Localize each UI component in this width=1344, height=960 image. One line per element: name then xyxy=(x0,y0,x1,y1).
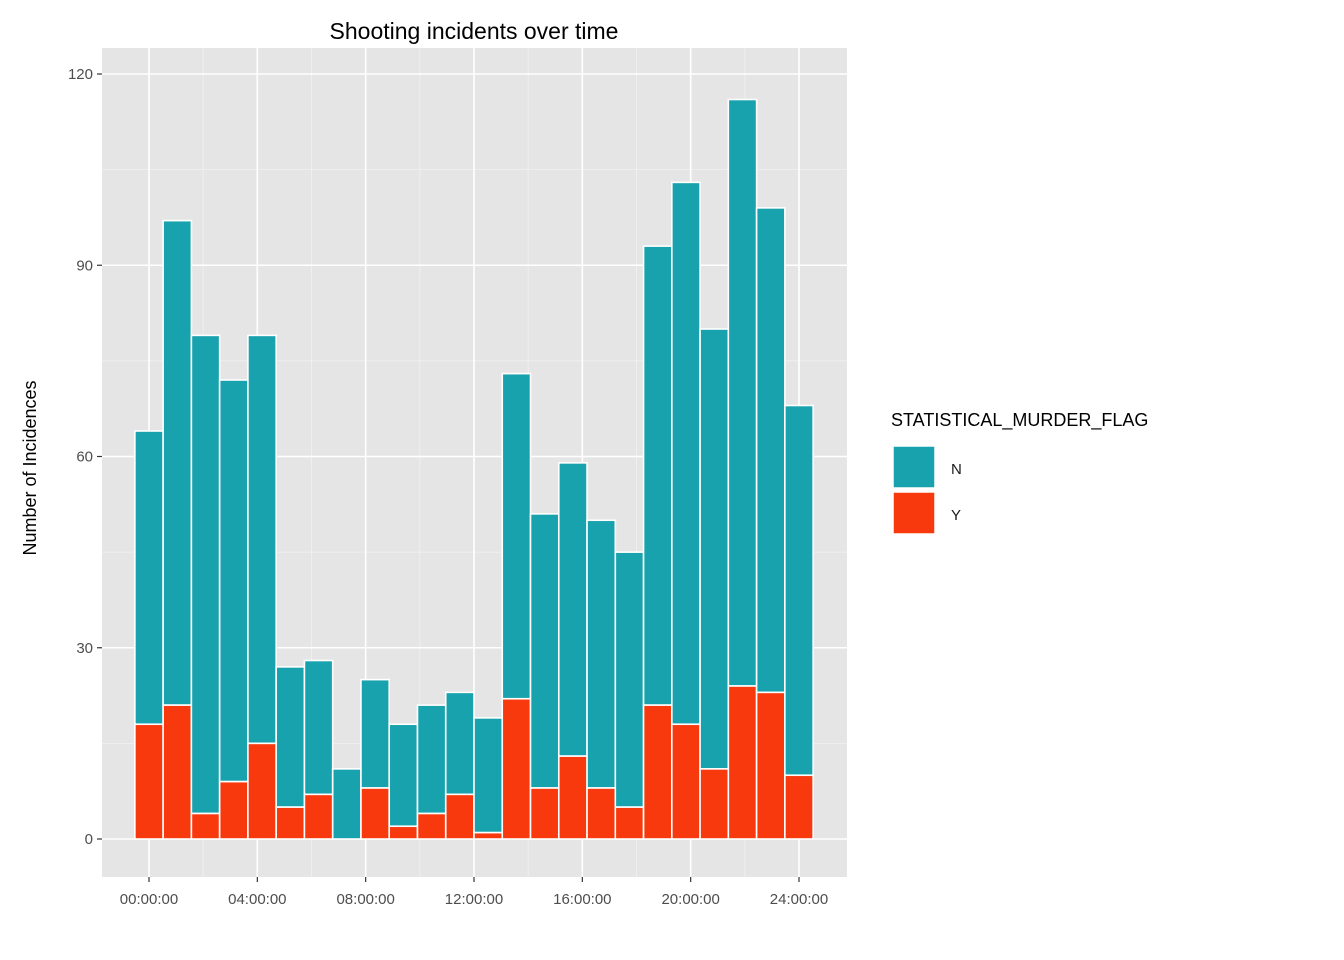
bars xyxy=(134,98,814,840)
bar-y xyxy=(275,806,306,840)
bar-n xyxy=(755,207,786,694)
bar-n xyxy=(614,551,645,808)
bar-y xyxy=(727,685,758,840)
legend-title: STATISTICAL_MURDER_FLAG xyxy=(891,410,1148,431)
x-tick-label: 16:00:00 xyxy=(553,891,611,908)
bar-y xyxy=(473,831,504,840)
bar-y xyxy=(501,697,532,840)
bar-y xyxy=(784,774,814,840)
legend-key-y xyxy=(892,491,936,535)
bar-n xyxy=(642,245,673,706)
y-tick-label: 90 xyxy=(76,257,93,274)
bar-n xyxy=(671,181,701,726)
bar-y xyxy=(218,780,249,840)
y-axis-label: Number of Incidences xyxy=(20,380,40,555)
bar-y xyxy=(642,704,673,840)
legend-key-n xyxy=(892,445,936,489)
legend: STATISTICAL_MURDER_FLAG N Y xyxy=(891,410,1148,535)
bar-n xyxy=(162,219,193,706)
bar-y xyxy=(388,825,419,840)
bar-n xyxy=(444,691,475,796)
y-tick-label: 0 xyxy=(85,831,93,848)
bar-n xyxy=(275,666,306,808)
legend-label-n: N xyxy=(951,461,962,478)
x-tick-label: 00:00:00 xyxy=(120,891,178,908)
bar-n xyxy=(586,519,617,789)
bar-y xyxy=(557,755,588,840)
bar-y xyxy=(416,812,447,840)
bar-y xyxy=(360,787,391,840)
y-tick-label: 30 xyxy=(76,640,93,657)
bar-y xyxy=(671,723,701,840)
axes: 0 30 60 90 120 00:00:00 04:00:00 08:00:00 12:00:… xyxy=(68,66,828,908)
legend-label-y: Y xyxy=(951,507,961,524)
y-tick-label: 120 xyxy=(68,66,93,83)
bar-y xyxy=(162,704,193,840)
bar-n xyxy=(473,717,504,834)
bar-y xyxy=(586,787,617,840)
bar-n xyxy=(190,334,221,815)
bar-y xyxy=(755,691,786,840)
bar-y xyxy=(529,787,560,840)
bar-n xyxy=(388,723,419,828)
bar-n xyxy=(529,513,560,789)
bar-n xyxy=(247,334,277,745)
bar-y xyxy=(444,793,475,840)
bar-n xyxy=(416,704,447,815)
bar-y xyxy=(190,812,221,840)
bar-n xyxy=(218,379,249,783)
bar-n xyxy=(699,328,730,770)
y-tick-label: 60 xyxy=(76,449,93,466)
bar-y xyxy=(303,793,334,840)
x-tick-label: 24:00:00 xyxy=(770,891,828,908)
x-tick-label: 20:00:00 xyxy=(661,891,719,908)
bar-y xyxy=(699,768,730,840)
x-tick-label: 12:00:00 xyxy=(445,891,503,908)
bar-n xyxy=(331,768,362,840)
bar-n xyxy=(134,430,164,726)
bar-n xyxy=(501,372,532,700)
bar-n xyxy=(557,462,588,757)
x-tick-label: 08:00:00 xyxy=(336,891,394,908)
bar-n xyxy=(303,659,334,796)
bar-y xyxy=(614,806,645,840)
bar-y xyxy=(247,742,277,840)
bar-n xyxy=(360,678,391,789)
bar-y xyxy=(134,723,164,840)
bar-n xyxy=(727,98,758,687)
x-tick-label: 04:00:00 xyxy=(228,891,286,908)
bar-n xyxy=(784,404,814,777)
chart-title: Shooting incidents over time xyxy=(330,18,619,44)
